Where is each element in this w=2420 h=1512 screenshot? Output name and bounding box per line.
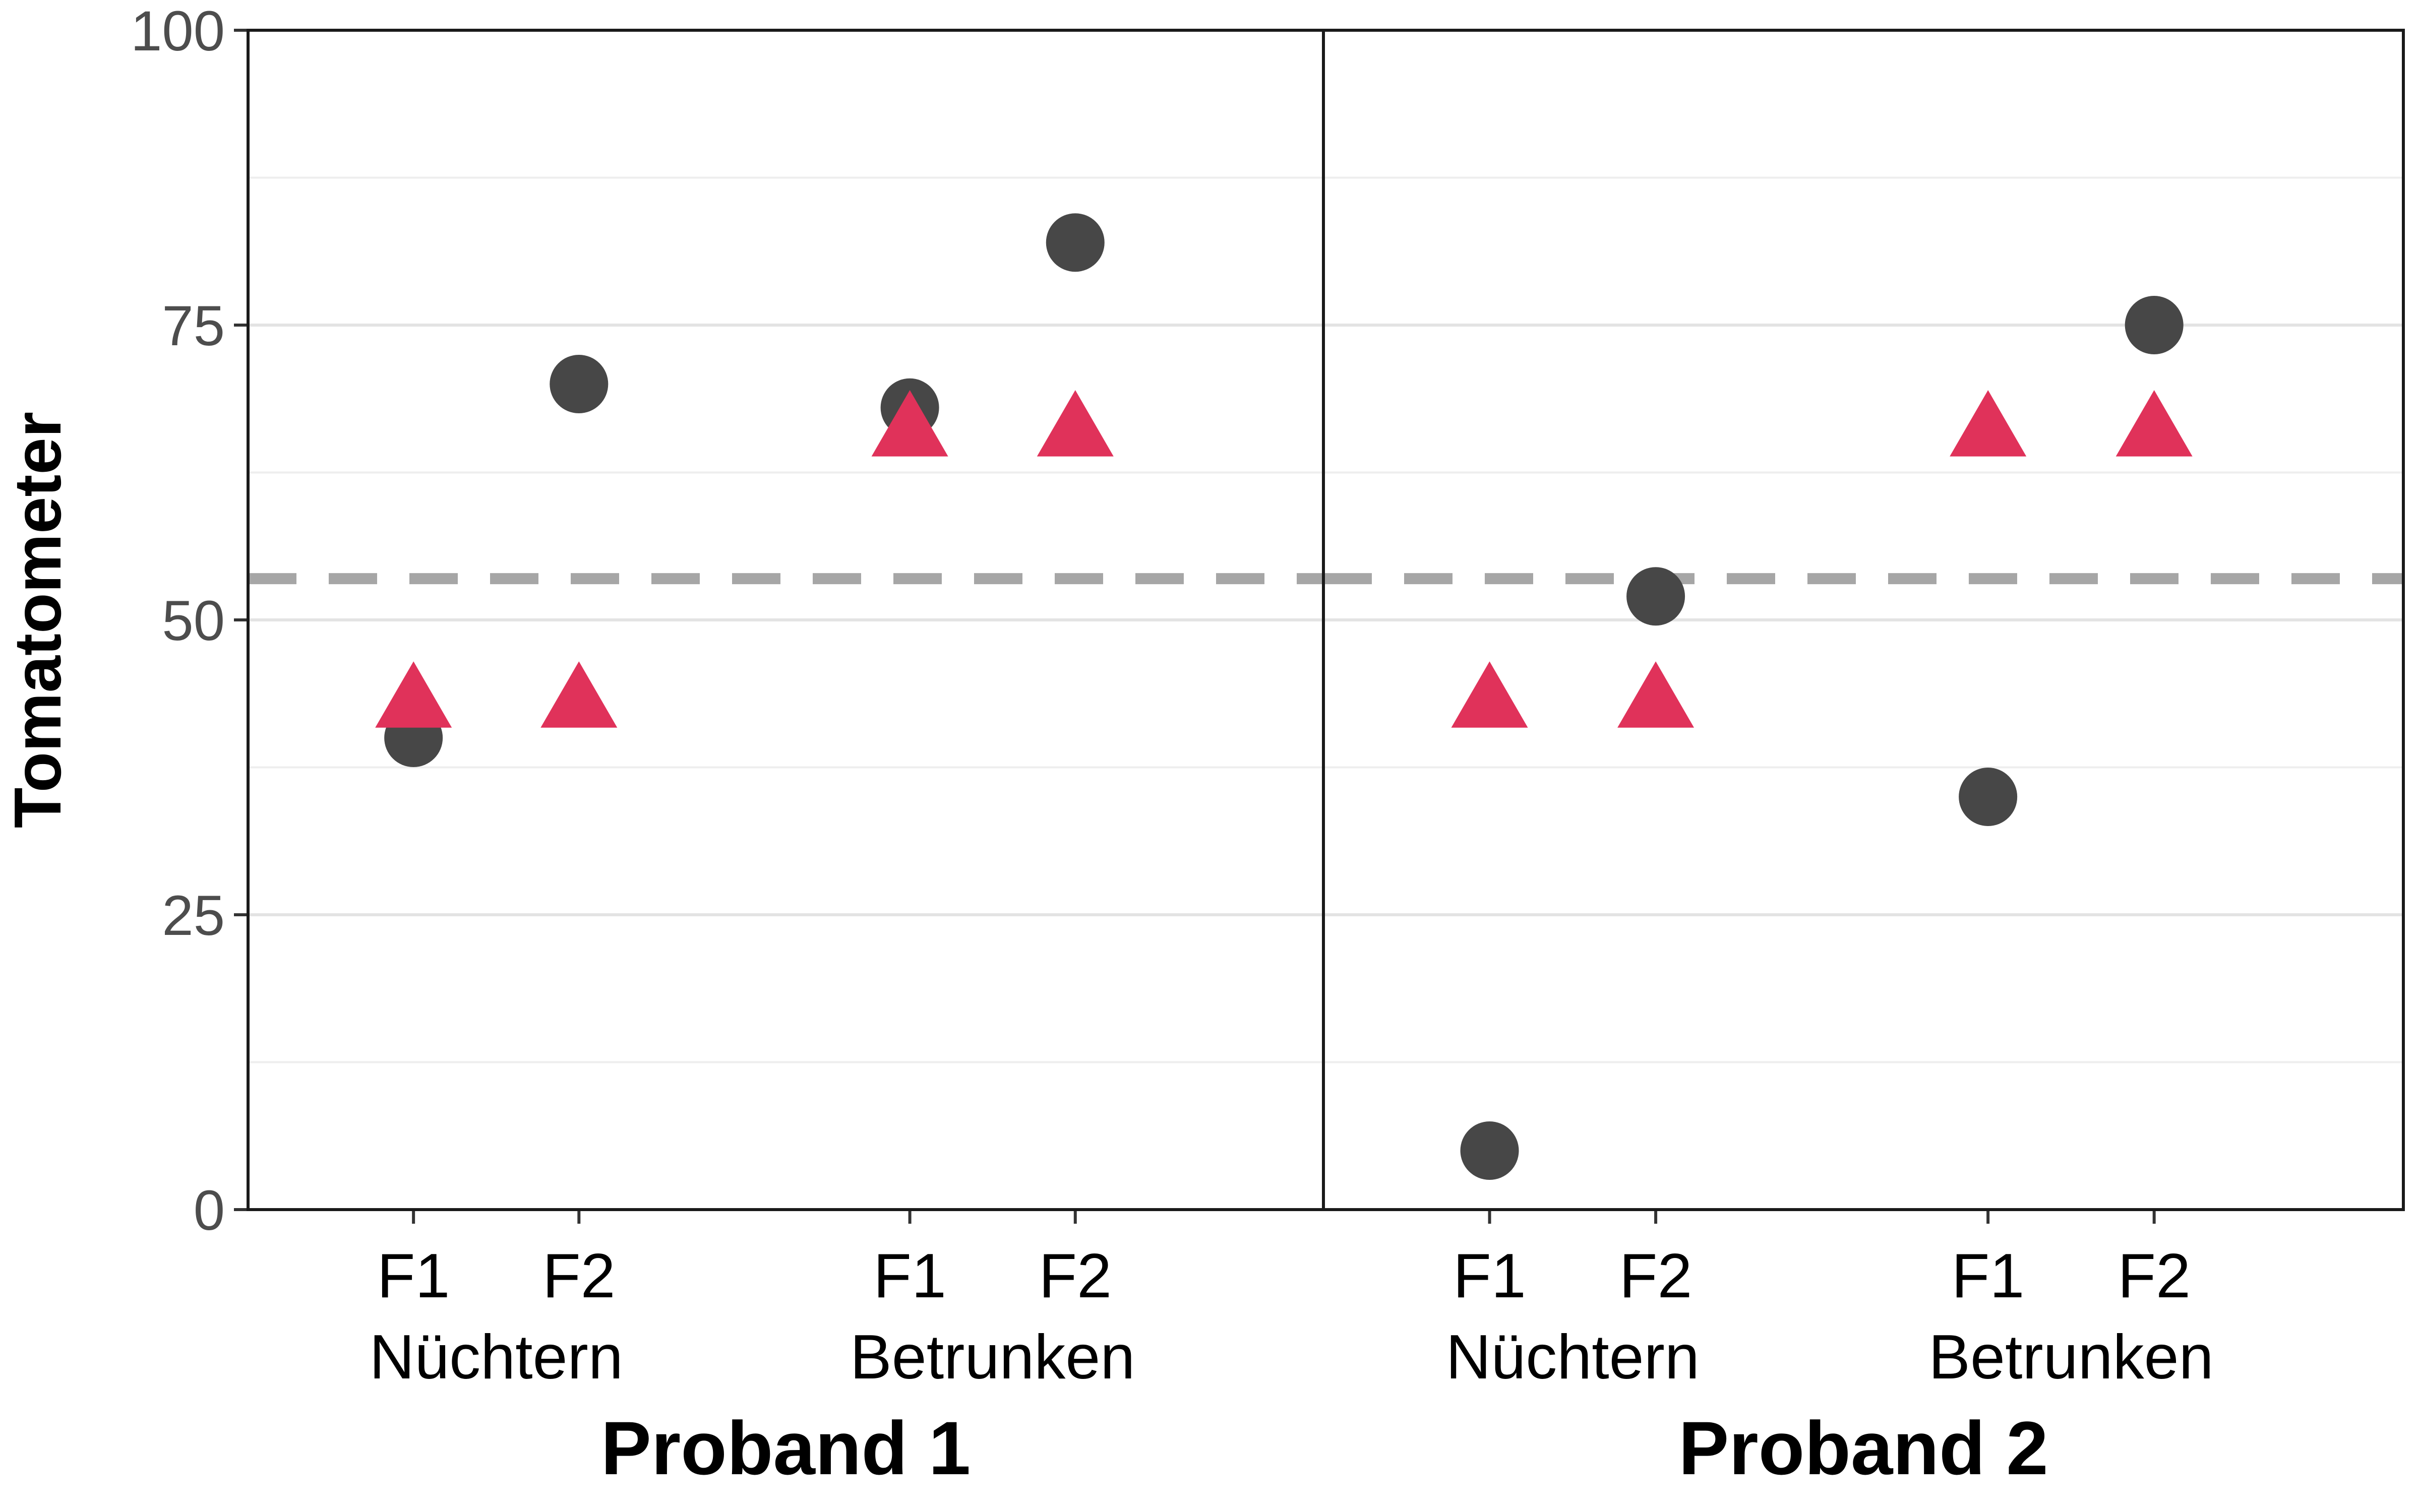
data-point-triangle <box>1451 661 1528 728</box>
panel-2: F1 F2 Nüchtern F1 F2 Betrunken Proband 2 <box>1322 29 2405 1490</box>
x-tick-label: F2 <box>2118 1241 2191 1311</box>
data-point-triangle <box>871 390 948 457</box>
y-tick-label: 0 <box>194 1179 225 1242</box>
grid-lines <box>248 176 2403 1063</box>
group-label: Nüchtern <box>370 1322 623 1392</box>
group-label: Nüchtern <box>1446 1322 1700 1392</box>
x-tick-label: F2 <box>542 1241 616 1311</box>
data-point-circle <box>1460 1121 1519 1180</box>
data-point-circle <box>550 355 609 413</box>
x-tick-label: F1 <box>377 1241 450 1311</box>
panel-border <box>1322 29 2405 1211</box>
y-tick-label: 100 <box>131 0 225 62</box>
data-point-circle <box>1046 213 1105 272</box>
y-axis: 0 25 50 75 100 <box>131 0 248 1242</box>
data-point-triangle <box>2115 390 2193 457</box>
data-point-triangle <box>540 661 618 728</box>
x-tick-label: F1 <box>873 1241 946 1311</box>
x-tick-label: F1 <box>1453 1241 1526 1311</box>
panel-label: Proband 2 <box>1678 1406 2048 1490</box>
data-point-triangle <box>1950 390 2027 457</box>
x-tick-label: F2 <box>1619 1241 1692 1311</box>
data-point-circle <box>1626 567 1685 626</box>
panel-1: F1 F2 Nüchtern F1 F2 Betrunken Proband 1 <box>247 29 1325 1490</box>
x-tick-label: F2 <box>1039 1241 1112 1311</box>
data-point-triangle <box>1037 390 1114 457</box>
group-label: Betrunken <box>850 1322 1135 1392</box>
data-point-circle <box>2125 296 2184 354</box>
data-point-triangle <box>375 661 452 728</box>
x-tick-label: F1 <box>1952 1241 2025 1311</box>
data-point-triangle <box>1617 661 1695 728</box>
y-tick-label: 75 <box>162 294 225 357</box>
y-tick-label: 25 <box>162 884 225 947</box>
panel-label: Proband 1 <box>601 1406 971 1490</box>
y-tick-label: 50 <box>162 589 225 652</box>
y-axis-title: Tomatometer <box>1 412 75 828</box>
group-label: Betrunken <box>1928 1322 2213 1392</box>
data-point-circle <box>1959 768 2018 826</box>
